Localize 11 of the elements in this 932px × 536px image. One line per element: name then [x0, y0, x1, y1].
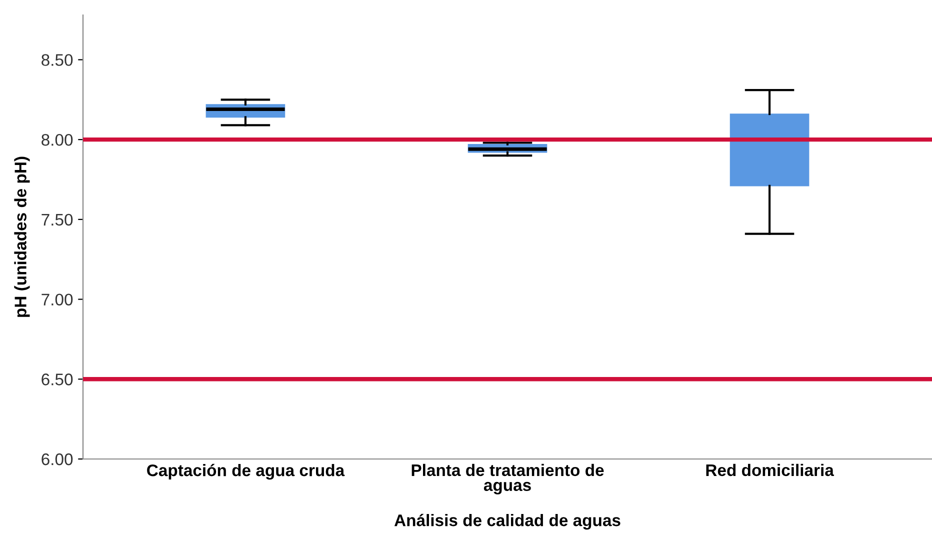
x-tick-label: Planta de tratamiento de aguas: [412, 464, 604, 494]
y-tick-label: 7.00: [42, 294, 73, 306]
y-tick-label: 6.00: [42, 453, 73, 466]
y-axis-title: pH (unidades de pH): [14, 156, 30, 317]
y-tick-label: 8.50: [42, 54, 73, 66]
y-tick-label: 7.50: [42, 214, 73, 226]
y-tick-label: 8.00: [42, 134, 73, 146]
x-tick-label: Red domiciliaria: [706, 464, 834, 476]
x-axis-title: Análisis de calidad de aguas: [394, 514, 620, 530]
x-tick-label: Captación de agua cruda: [147, 464, 345, 480]
y-tick-label: 6.50: [42, 374, 73, 386]
